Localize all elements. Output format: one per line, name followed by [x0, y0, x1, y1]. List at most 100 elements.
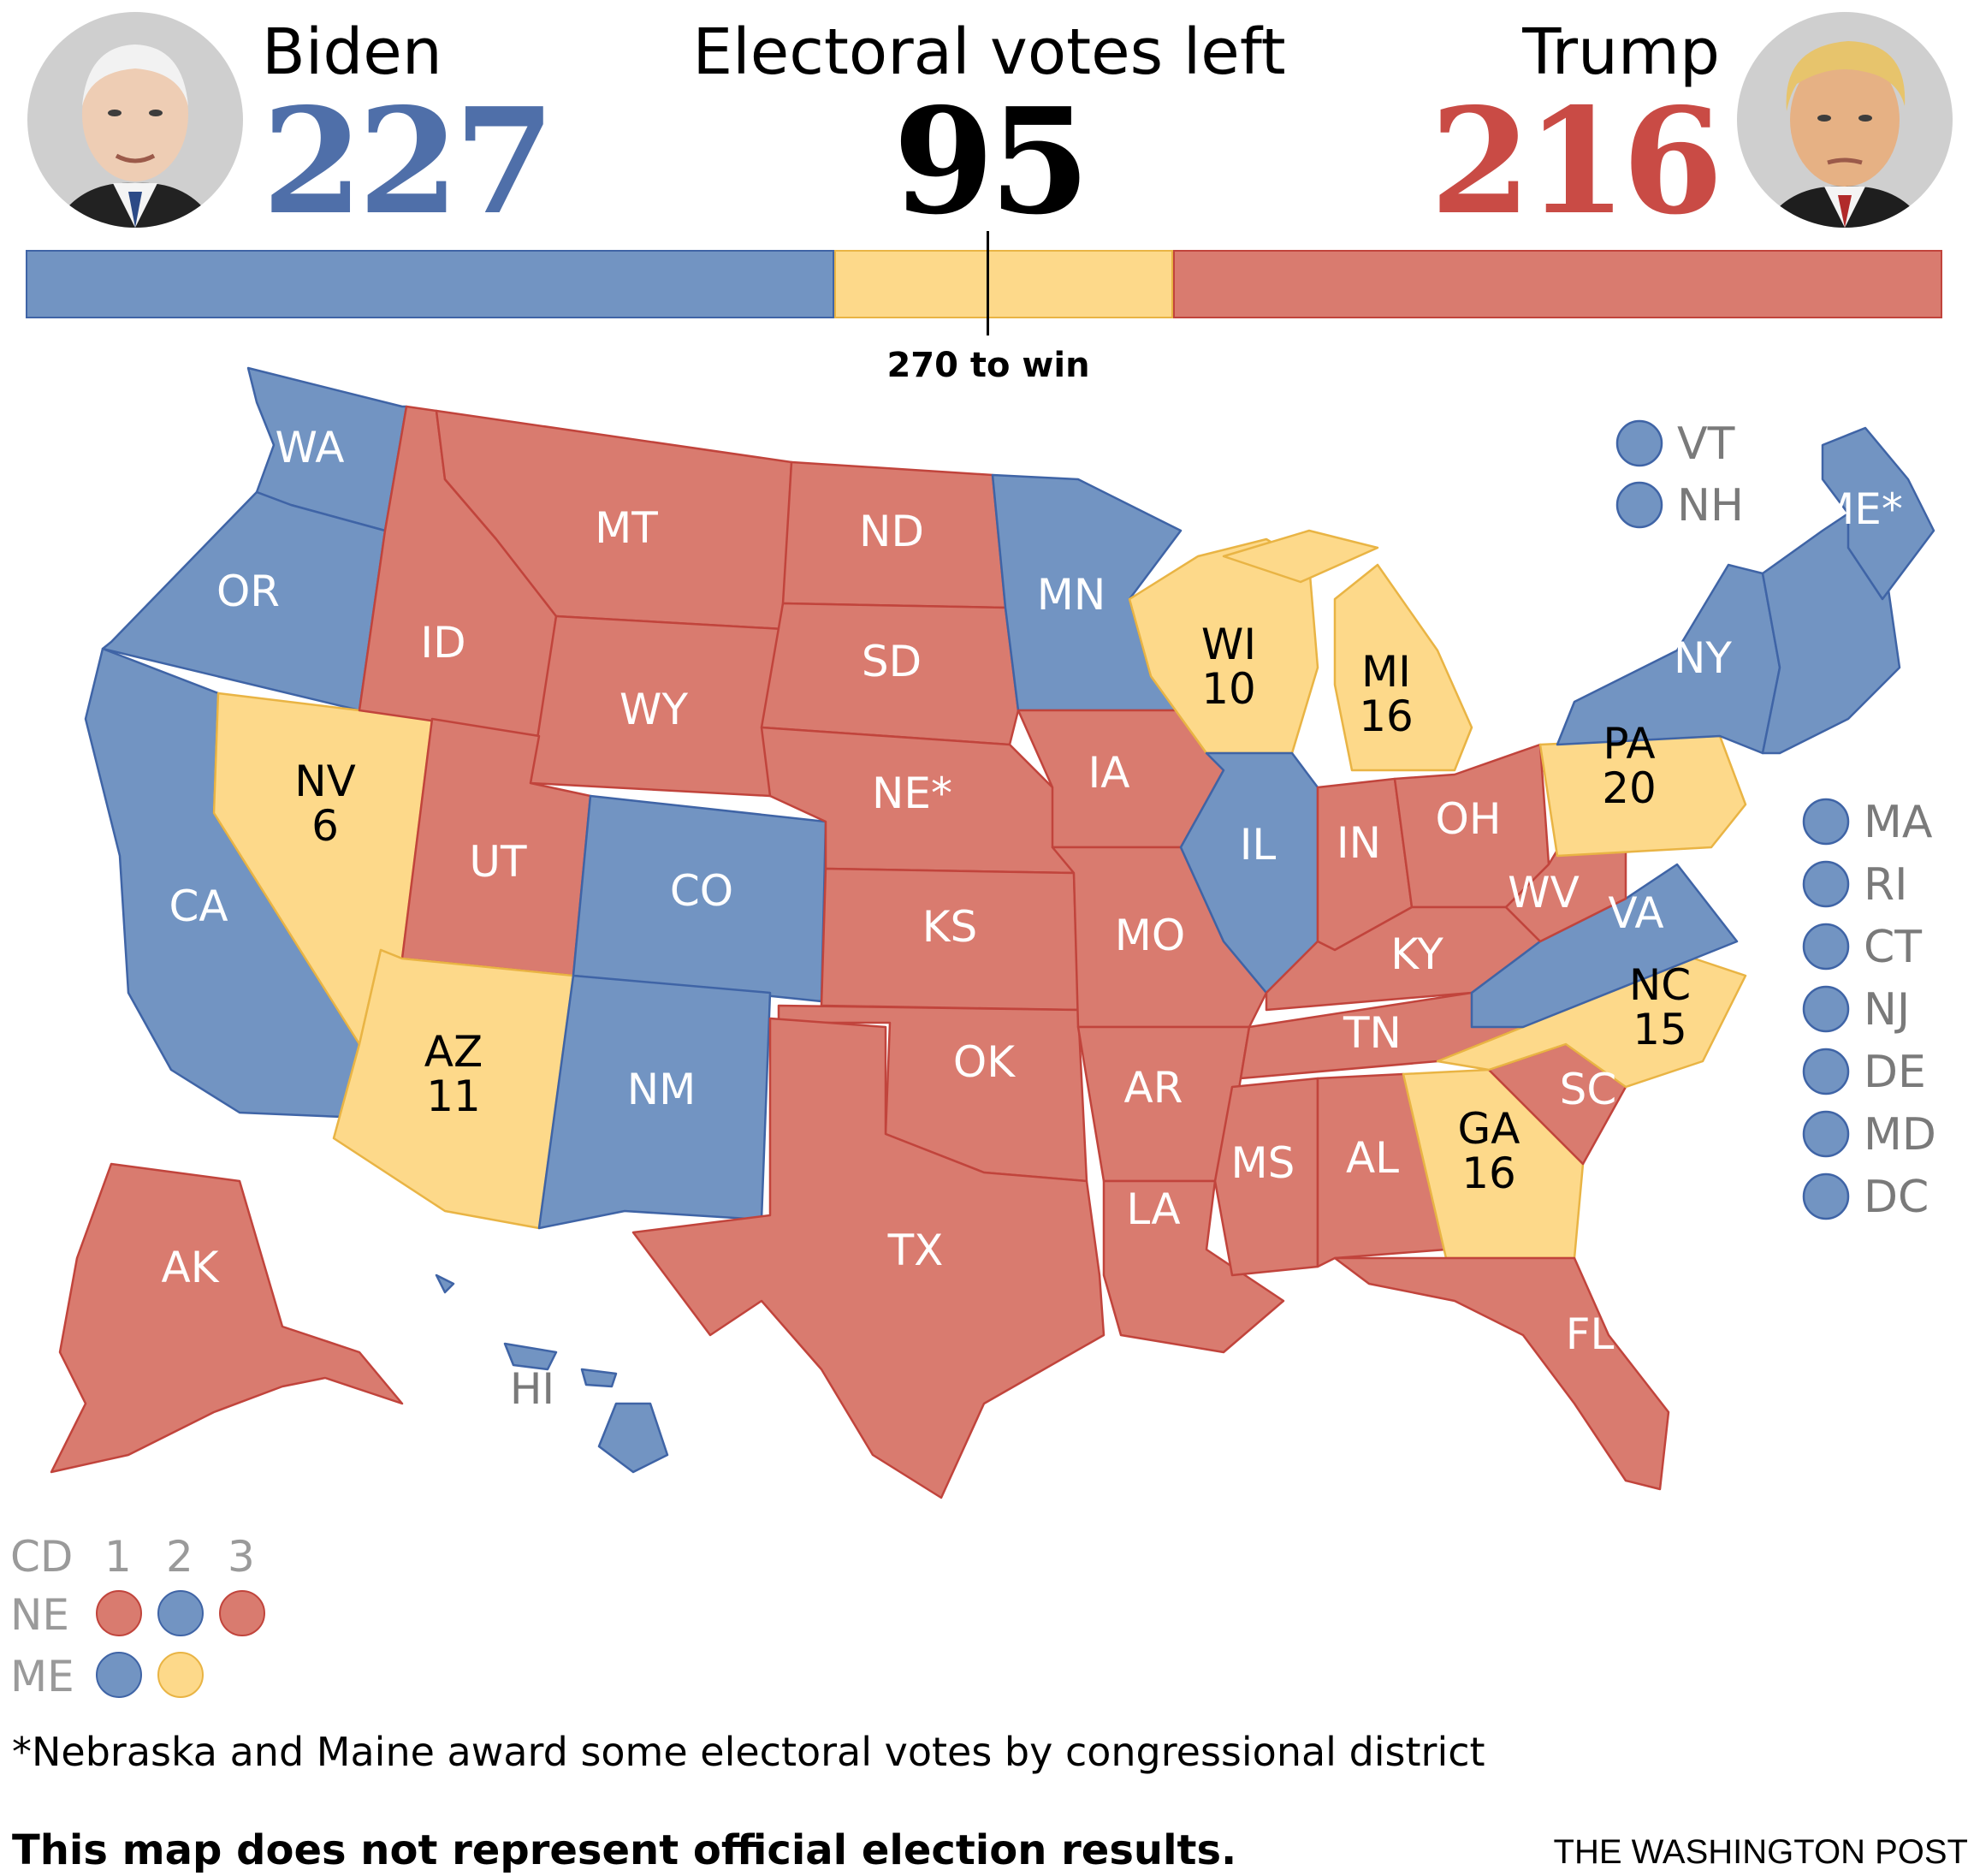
state-label-va: VA: [1608, 888, 1663, 938]
state-label-nm: NM: [627, 1065, 697, 1114]
state-label-ia: IA: [1088, 748, 1130, 798]
state-label-co: CO: [670, 866, 733, 916]
state-la[interactable]: [1102, 1179, 1285, 1354]
bar-biden-segment: [26, 250, 835, 318]
state-fl[interactable]: [1333, 1256, 1670, 1491]
disclaimer: This map does not represent official ele…: [12, 1826, 1237, 1874]
state-hi[interactable]: [435, 1273, 669, 1474]
small-state-dot-md[interactable]: [1802, 1110, 1850, 1158]
state-label-sd: SD: [862, 637, 922, 686]
state-label-pa: PA 20: [1602, 719, 1657, 813]
district-dot-me-2: [157, 1652, 204, 1698]
biden-face-icon: [53, 45, 217, 228]
footnote: *Nebraska and Maine award some electoral…: [12, 1729, 1485, 1775]
state-label-mo: MO: [1115, 911, 1186, 960]
state-label-tn: TN: [1343, 1008, 1402, 1058]
state-label-ca: CA: [169, 882, 228, 931]
small-state-dot-nh[interactable]: [1615, 481, 1663, 529]
district-row-me: ME: [10, 1652, 74, 1701]
state-label-mn: MN: [1037, 570, 1106, 620]
state-label-nc: NC 15: [1629, 960, 1691, 1054]
state-label-ks: KS: [922, 902, 978, 952]
small-state-label-ri: RI: [1864, 859, 1907, 911]
state-ms[interactable]: [1213, 1077, 1319, 1277]
state-label-me: ME*: [1817, 484, 1903, 534]
state-ak[interactable]: [50, 1162, 404, 1474]
state-label-ut: UT: [469, 837, 527, 887]
state-label-tx: TX: [887, 1226, 944, 1275]
us-electoral-map: WA OR CA NV 6 ID MT WY UT AZ 11 CO NM ND SD NE* KS OK TX MN…: [50, 366, 1936, 1499]
small-state-dot-nj[interactable]: [1802, 985, 1850, 1033]
biden-votes: 227: [262, 76, 555, 247]
small-state-label-de: DE: [1864, 1047, 1926, 1098]
state-label-wy: WY: [619, 685, 688, 734]
state-label-ne: NE*: [872, 769, 952, 818]
state-label-or: OR: [216, 567, 280, 616]
state-label-oh: OH: [1436, 794, 1502, 844]
state-tx[interactable]: [631, 1017, 1106, 1499]
state-label-ny: NY: [1674, 633, 1732, 683]
district-dot-ne-3: [219, 1590, 265, 1636]
votes-left-value: 95: [892, 76, 1091, 247]
small-state-dot-de[interactable]: [1802, 1048, 1850, 1095]
state-label-al: AL: [1346, 1133, 1399, 1183]
biden-name: Biden: [262, 15, 442, 89]
district-dot-me-1: [96, 1652, 142, 1698]
district-header: CD: [10, 1532, 74, 1582]
state-label-il: IL: [1240, 820, 1277, 870]
district-col-3: 3: [228, 1532, 255, 1582]
state-label-sc: SC: [1560, 1065, 1617, 1114]
state-sd[interactable]: [760, 602, 1020, 746]
small-state-dot-ri[interactable]: [1802, 860, 1850, 908]
credit: THE WASHINGTON POST: [1553, 1833, 1968, 1871]
small-state-label-ct: CT: [1864, 922, 1922, 973]
state-label-wv: WV: [1508, 868, 1580, 917]
votes-left-label: Electoral votes left: [692, 15, 1286, 89]
small-state-label-nh: NH: [1677, 480, 1744, 531]
win-threshold-line: [986, 231, 989, 335]
state-label-ak: AK: [162, 1243, 220, 1292]
state-wi[interactable]: [1128, 537, 1319, 755]
state-label-ar: AR: [1124, 1063, 1183, 1113]
biden-portrait: [27, 12, 243, 228]
state-label-ky: KY: [1390, 929, 1443, 979]
state-label-ms: MS: [1231, 1138, 1295, 1188]
trump-portrait: [1737, 12, 1953, 228]
state-ny[interactable]: [1556, 563, 1781, 755]
small-state-dot-dc[interactable]: [1802, 1172, 1850, 1220]
state-ga[interactable]: [1402, 1068, 1585, 1260]
state-label-hi: HI: [510, 1364, 554, 1414]
state-label-ga: GA 16: [1458, 1104, 1520, 1198]
district-col-2: 2: [166, 1532, 193, 1582]
bar-tossup-segment: [834, 250, 1173, 318]
state-label-id: ID: [420, 618, 465, 668]
trump-face-icon: [1763, 41, 1927, 228]
state-label-in: IN: [1337, 818, 1381, 868]
state-label-la: LA: [1126, 1184, 1180, 1234]
state-label-wi: WI 10: [1201, 620, 1256, 714]
state-me[interactable]: [1821, 426, 1935, 601]
small-state-label-ma: MA: [1864, 797, 1933, 848]
state-label-mi: MI 16: [1359, 647, 1414, 741]
state-label-mt: MT: [595, 503, 658, 553]
bar-trump-segment: [1172, 250, 1942, 318]
state-label-ok: OK: [953, 1037, 1016, 1087]
district-col-1: 1: [104, 1532, 132, 1582]
state-mi[interactable]: [1222, 529, 1473, 772]
state-label-fl: FL: [1566, 1309, 1615, 1359]
small-state-label-md: MD: [1864, 1109, 1936, 1161]
district-dot-ne-2: [157, 1590, 204, 1636]
small-state-label-dc: DC: [1864, 1172, 1929, 1223]
small-state-dot-ct[interactable]: [1802, 923, 1850, 971]
small-state-label-nj: NJ: [1864, 984, 1910, 1036]
state-label-nd: ND: [859, 507, 924, 556]
state-label-wa: WA: [276, 423, 345, 472]
small-state-dot-ma[interactable]: [1802, 798, 1850, 846]
district-dot-ne-1: [96, 1590, 142, 1636]
trump-name: Trump: [1522, 15, 1720, 89]
win-threshold-label: 270 to win: [886, 346, 1090, 385]
small-state-dot-vt[interactable]: [1615, 419, 1663, 467]
state-label-nv: NV 6: [294, 757, 356, 851]
small-state-label-vt: VT: [1677, 419, 1735, 470]
state-nm[interactable]: [537, 974, 772, 1230]
